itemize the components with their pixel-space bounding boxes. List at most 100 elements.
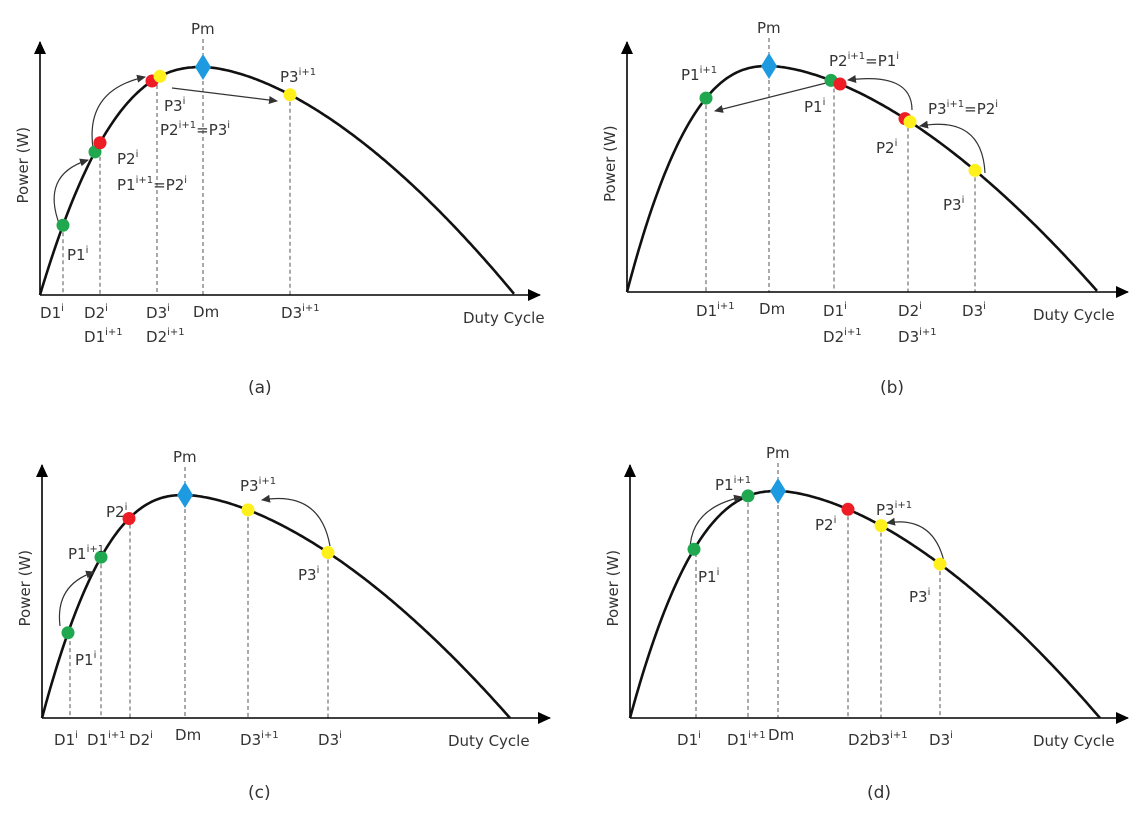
duty-label: D3i+1 [869, 730, 908, 749]
point-label: P2i [117, 149, 138, 168]
peak-marker [761, 53, 777, 79]
point-label: P3i [298, 565, 319, 584]
y-axis-label: Power (W) [16, 550, 34, 627]
point-label: P3i [943, 195, 964, 214]
point-label: P1i [804, 97, 825, 116]
point-label: P3i+1 [240, 476, 276, 495]
duty-label: D1i [40, 303, 64, 322]
peak-marker [195, 54, 211, 80]
panel-caption: (d) [867, 783, 891, 803]
step-arrow [919, 120, 986, 174]
point-label: P3i+1 [280, 67, 316, 86]
red-point [841, 502, 855, 516]
panel-d: Pm Dm Duty Cycle Power (W) P1i+1 P1i P2i P3i+1 P… [604, 444, 1129, 803]
step-arrow [91, 74, 146, 149]
panel-caption: (a) [248, 378, 272, 398]
point-label: P1i [698, 567, 719, 586]
pv-curve [40, 493, 511, 719]
peak-label: Pm [173, 448, 197, 466]
peak-label: Pm [191, 20, 215, 38]
duty-label: D3i [318, 730, 342, 749]
peak-duty-label: Dm [175, 726, 201, 744]
duty-label: D3i+1 [281, 303, 320, 322]
duty-label: D1i+1 [696, 301, 735, 320]
point-label: P2i+1=P3i [160, 120, 230, 139]
duty-label: D2i+1 [146, 327, 185, 346]
green-point [699, 91, 713, 105]
duty-label: D2i [84, 303, 108, 322]
x-axis-label: Duty Cycle [463, 309, 545, 327]
point-label: P3i+1 [876, 500, 912, 519]
y-axis-label: Power (W) [601, 125, 619, 202]
peak-duty-label: Dm [193, 303, 219, 321]
panel-b: Pm Dm Duty Cycle Power (W) P1i+1 P2i+1=P1i P1i… [601, 19, 1129, 398]
duty-label: D1i [677, 730, 701, 749]
point-label: P3i+1=P2i [928, 99, 998, 118]
pv-curve [628, 489, 1101, 719]
peak-marker [177, 482, 193, 508]
y-axis-label: Power (W) [604, 550, 622, 627]
duty-label: D2i+1 [823, 327, 862, 346]
yellow-point [153, 69, 167, 83]
y-axis-label: Power (W) [14, 127, 32, 204]
green-point [741, 489, 755, 503]
point-label: P1i [75, 650, 96, 669]
panel-caption: (c) [248, 783, 271, 803]
step-arrow [261, 494, 331, 547]
yellow-point [241, 503, 255, 517]
step-arrow [714, 81, 831, 113]
red-point [122, 512, 136, 526]
yellow-point [933, 557, 947, 571]
pv-curve [38, 65, 515, 296]
green-point [94, 550, 108, 564]
x-axis-label: Duty Cycle [448, 732, 530, 750]
point-label: P1i+1 [715, 475, 751, 494]
step-arrow [886, 517, 946, 567]
panel-a: Pm Dm Duty Cycle Power (W) P1i P2i P1i+1=P2i P3… [14, 20, 545, 398]
step-arrow [847, 75, 913, 111]
yellow-point [321, 546, 335, 560]
duty-label: D1i+1 [84, 327, 123, 346]
step-arrow [58, 570, 95, 627]
panel-c: Pm Dm Duty Cycle Power (W) P1i P1i+1 P2i P3i+1 P… [16, 448, 551, 803]
step-arrow [171, 87, 278, 104]
panel-caption: (b) [880, 378, 904, 398]
point-label: P2i [106, 502, 127, 521]
duty-label: D1i+1 [87, 730, 126, 749]
peak-marker [770, 478, 786, 504]
peak-label: Pm [757, 19, 781, 37]
point-label: P2i+1=P1i [829, 51, 899, 70]
duty-label: D1i [54, 730, 78, 749]
point-label: P2i [876, 138, 897, 157]
green-point [56, 218, 70, 232]
x-axis-label: Duty Cycle [1033, 732, 1115, 750]
peak-label: Pm [766, 444, 790, 462]
point-label: P1i+1 [681, 65, 717, 84]
point-label: P1i+1=P2i [117, 175, 187, 194]
point-label: P3i [164, 96, 185, 115]
duty-label: D3i [929, 730, 953, 749]
red-point [93, 136, 107, 150]
duty-label: D3i+1 [898, 327, 937, 346]
yellow-point [283, 88, 297, 102]
duty-label: D2i [898, 301, 922, 320]
peak-duty-label: Dm [759, 300, 785, 318]
duty-label: D2i [129, 730, 153, 749]
point-label: P3i [909, 587, 930, 606]
duty-label: D3i [962, 301, 986, 320]
step-arrow [53, 158, 89, 227]
x-axis-label: Duty Cycle [1033, 306, 1115, 324]
yellow-point [874, 519, 888, 533]
green-point [61, 626, 75, 640]
pv-curve [625, 64, 1098, 293]
yellow-point [903, 115, 917, 129]
green-point [687, 542, 701, 556]
point-label: P1i+1 [68, 544, 104, 563]
step-arrow [689, 494, 743, 552]
duty-label: D2i [848, 730, 872, 749]
yellow-point [968, 163, 982, 177]
peak-duty-label: Dm [768, 726, 794, 744]
point-label: P2i [815, 515, 836, 534]
point-label: P1i [67, 245, 88, 264]
